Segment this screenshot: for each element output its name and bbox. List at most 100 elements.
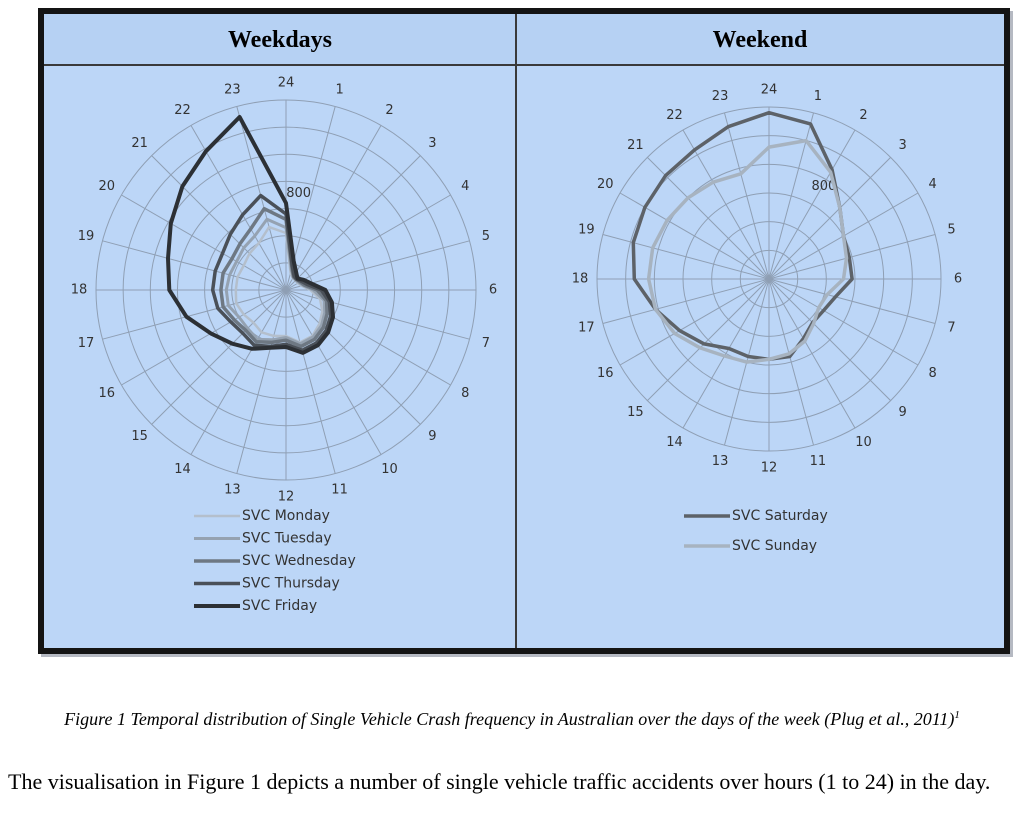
grid-spoke (768, 157, 891, 280)
hour-label: 24 (761, 83, 778, 98)
grid-spoke (768, 278, 815, 446)
hour-label: 1 (335, 83, 343, 98)
hour-label: 19 (578, 223, 595, 238)
grid-spoke (647, 157, 770, 280)
hour-label: 22 (174, 103, 191, 118)
grid-spoke (768, 278, 891, 401)
hour-label: 24 (278, 76, 295, 91)
hour-label: 9 (898, 405, 906, 420)
grid-spoke (285, 289, 336, 474)
hour-label: 22 (666, 108, 683, 123)
grid-spoke (602, 278, 770, 325)
grid-spoke (121, 194, 287, 291)
hour-label: 19 (78, 229, 95, 244)
hour-label: 20 (98, 179, 115, 194)
hour-label: 3 (898, 138, 906, 153)
hour-label: 7 (947, 320, 955, 335)
hour-label: 7 (482, 336, 490, 351)
hour-label: 4 (461, 179, 469, 194)
grid-spoke (768, 129, 856, 280)
hour-label: 18 (572, 272, 589, 287)
caption-footnote-mark: 1 (954, 709, 960, 721)
hour-label: 9 (428, 429, 436, 444)
grid-spoke (190, 289, 287, 455)
body-paragraph: The visualisation in Figure 1 depicts a … (8, 769, 991, 794)
radar-charts: 24 12345678910111213141516171819202122238… (71, 76, 962, 615)
grid-spoke (602, 233, 770, 280)
grid-spoke (236, 289, 287, 474)
radial-axis-label: 800 (286, 186, 311, 201)
grid-spoke (285, 289, 451, 386)
hour-label: 5 (947, 223, 955, 238)
series-line-svc-friday (166, 115, 335, 355)
hour-label: 16 (597, 366, 614, 381)
hour-label: 10 (381, 462, 398, 477)
grid-spoke (151, 289, 287, 425)
legend-label: SVC Sunday (732, 538, 817, 554)
caption-text: Figure 1 Temporal distribution of Single… (64, 709, 955, 729)
series-line-svc-sunday (646, 138, 849, 364)
hour-label: 11 (331, 482, 348, 497)
hour-label: 23 (712, 89, 729, 104)
legend-label: SVC Wednesday (242, 553, 356, 569)
grid-spoke (723, 112, 770, 280)
grid-spoke (619, 278, 770, 366)
hour-label: 6 (954, 272, 962, 287)
grid-spoke (682, 129, 770, 280)
panel-divider (515, 14, 517, 648)
grid-spoke (682, 278, 770, 429)
radial-axis-label: 800 (811, 179, 836, 194)
hour-label: 8 (461, 386, 469, 401)
figure-frame: Weekdays Weekend 24 1 2 3 4 5 6 7 8 9 10 11 12 13 14 15… (38, 8, 1010, 654)
hour-label: 12 (278, 490, 295, 505)
grid-spoke (768, 278, 919, 366)
legend-label: SVC Monday (242, 508, 330, 524)
legend-label: SVC Thursday (242, 576, 340, 592)
hour-label: 13 (712, 454, 729, 469)
hour-label: 23 (224, 83, 241, 98)
grid-spoke (768, 233, 936, 280)
grid-spoke (619, 192, 770, 280)
grid-spoke (768, 278, 936, 325)
grid-spoke (285, 194, 451, 291)
grid-spoke (285, 289, 421, 425)
grid-spoke (768, 278, 856, 429)
grid-spoke (121, 289, 287, 386)
hour-label: 14 (174, 462, 191, 477)
grid-spoke (285, 289, 470, 340)
grid-spoke (102, 240, 287, 291)
figure-caption: Figure 1 Temporal distribution of Single… (0, 704, 1024, 730)
hour-label: 17 (578, 320, 595, 335)
legend-label: SVC Tuesday (242, 531, 332, 547)
hour-label: 16 (98, 386, 115, 401)
hour-label: 14 (666, 435, 683, 450)
hour-label: 8 (929, 366, 937, 381)
grid-spoke (285, 240, 470, 291)
hour-label: 21 (131, 136, 148, 151)
hour-label: 11 (810, 454, 827, 469)
grid-spoke (151, 155, 287, 291)
grid-spoke (285, 155, 421, 291)
legend-label: SVC Saturday (732, 508, 828, 524)
hour-label: 18 (71, 283, 88, 298)
hour-label: 2 (859, 108, 867, 123)
legend-label: SVC Friday (242, 598, 317, 614)
hour-label: 4 (929, 177, 937, 192)
hour-label: 12 (761, 461, 778, 476)
hour-label: 20 (597, 177, 614, 192)
hour-label: 6 (489, 283, 497, 298)
hour-label: 10 (855, 435, 872, 450)
grid-spoke (647, 278, 770, 401)
weekend-panel-title: Weekend (516, 14, 1004, 66)
grid-spoke (285, 289, 382, 455)
hour-label: 15 (627, 405, 644, 420)
hour-label: 15 (131, 429, 148, 444)
hour-label: 17 (78, 336, 95, 351)
weekdays-panel-title: Weekdays (44, 14, 516, 66)
hour-label: 5 (482, 229, 490, 244)
hour-label: 1 (814, 89, 822, 104)
hour-label: 3 (428, 136, 436, 151)
grid-spoke (285, 125, 382, 291)
hour-label: 13 (224, 482, 241, 497)
grid-spoke (102, 289, 287, 340)
